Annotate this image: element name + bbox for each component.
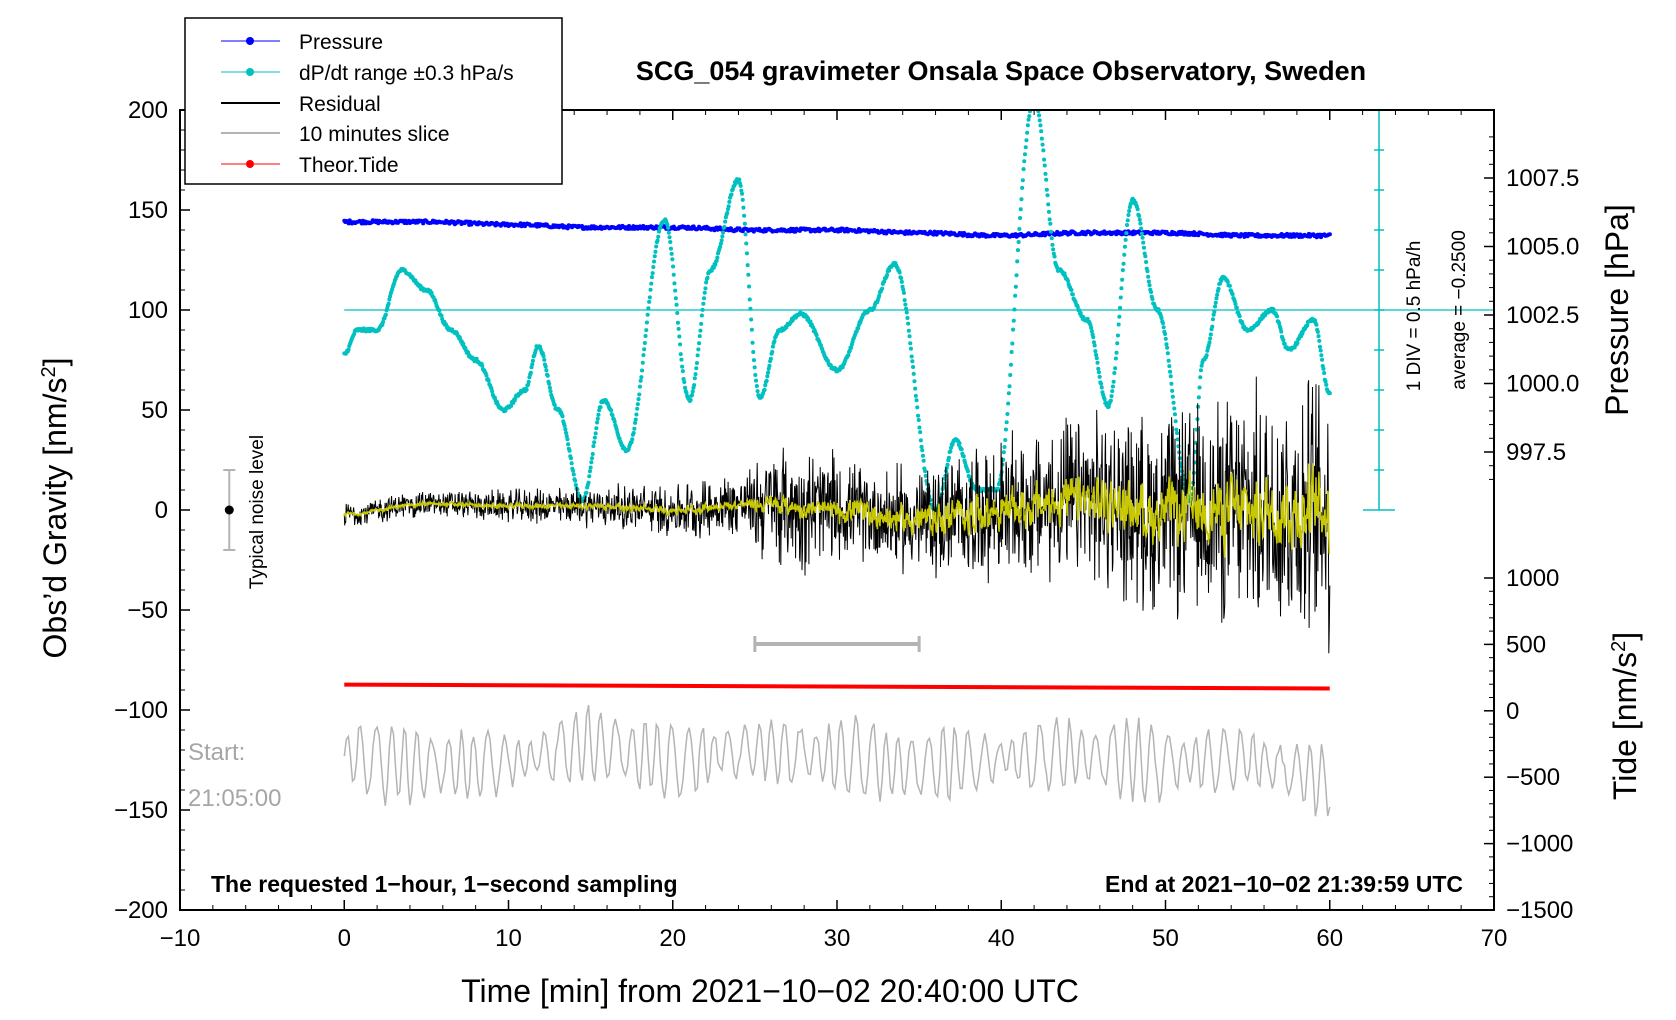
y-tick-label: 0 xyxy=(155,497,168,524)
legend-entry-residual: Residual xyxy=(221,93,381,116)
x-tick-label: −10 xyxy=(160,925,201,952)
y-tick-label: 200 xyxy=(128,97,168,124)
pressure-axis-ticks: 1007.5 1005.0 1002.5 1000.0 997.5 xyxy=(1484,136,1579,480)
legend-label-tide: Theor.Tide xyxy=(299,154,399,177)
pressure-tick-label: 1007.5 xyxy=(1506,165,1579,192)
tide-tick-label: 500 xyxy=(1506,631,1546,658)
annotation-marks-layer xyxy=(223,469,921,652)
y-axis-title-tide: Tide [nm/s2] xyxy=(1607,632,1643,800)
legend-label-dpdt: dP/dt range ±0.3 hPa/s xyxy=(299,62,514,85)
tide-tick-label: −500 xyxy=(1506,764,1560,791)
ten-minute-slice-layer xyxy=(343,704,1331,817)
x-tick-label: 10 xyxy=(495,925,522,952)
theoretical-tide-layer xyxy=(344,682,1330,691)
series-residual xyxy=(343,376,1331,654)
x-tick-label: 50 xyxy=(1152,925,1179,952)
series-residual-smoothed xyxy=(343,463,1331,558)
legend-label-slice: 10 minutes slice xyxy=(299,123,450,146)
pressure-tick-label: 1005.0 xyxy=(1506,234,1579,261)
legend-box xyxy=(184,17,563,185)
tide-tick-label: 1000 xyxy=(1506,565,1559,592)
pressure-tick-label: 1002.5 xyxy=(1506,302,1579,329)
residual-layer xyxy=(343,376,1331,654)
dpdt-division-label: 1 DIV = 0.5 hPa/h xyxy=(1404,241,1425,392)
dpdt-average-label: average = −0.2500 xyxy=(1449,230,1470,390)
y-axis-title-gravity: Obs’d Gravity [nm/s2] xyxy=(37,358,73,659)
chart-title: SCG_054 gravimeter Onsala Space Observat… xyxy=(636,56,1366,86)
x-tick-label: 60 xyxy=(1316,925,1343,952)
y-tick-label: −50 xyxy=(127,597,168,624)
dpdt-average-line-layer xyxy=(344,109,1494,511)
y-tick-label: 50 xyxy=(141,397,168,424)
pressure-layer xyxy=(342,218,1332,240)
y-tick-label: −200 xyxy=(114,897,168,924)
x-tick-label: 0 xyxy=(338,925,351,952)
tide-tick-label: −1000 xyxy=(1506,831,1573,858)
legend-marker-pressure xyxy=(246,37,254,45)
x-axis-ticks: −10 0 10 20 30 40 50 60 70 xyxy=(160,110,1508,952)
pressure-tick-label: 997.5 xyxy=(1506,439,1566,466)
y-tick-label: 150 xyxy=(128,197,168,224)
x-tick-label: 20 xyxy=(659,925,686,952)
x-axis-title: Time [min] from 2021−10−02 20:40:00 UTC xyxy=(461,973,1079,1009)
legend-label-pressure: Pressure xyxy=(299,31,383,54)
x-tick-label: 40 xyxy=(988,925,1015,952)
noise-level-label: Typical noise level xyxy=(247,435,268,589)
tide-axis-ticks: 1000 500 0 −500 −1000 −1500 xyxy=(1484,565,1573,924)
series-theoretical-tide xyxy=(344,682,1330,691)
pressure-tick-label: 1000.0 xyxy=(1506,371,1579,398)
x-tick-label: 30 xyxy=(824,925,851,952)
tide-tick-label: 0 xyxy=(1506,698,1519,725)
y-axis-ticks: 200 150 100 50 0 −50 −100 −150 −200 xyxy=(114,97,190,924)
legend-entry-dpdt: dP/dt range ±0.3 hPa/s xyxy=(221,62,514,85)
x-tick-label: 70 xyxy=(1481,925,1508,952)
series-pressure xyxy=(342,218,1332,240)
legend: Pressure dP/dt range ±0.3 hPa/s Residual… xyxy=(184,17,563,185)
y-tick-label: −150 xyxy=(114,797,168,824)
start-label: Start: xyxy=(188,739,245,766)
series-ten-minute-slice xyxy=(343,704,1331,817)
legend-marker-dpdt xyxy=(246,68,254,76)
legend-entry-tide: Theor.Tide xyxy=(221,154,399,177)
legend-marker-tide xyxy=(246,160,254,168)
legend-entry-slice: 10 minutes slice xyxy=(221,123,450,146)
tide-tick-label: −1500 xyxy=(1506,897,1573,924)
legend-entry-pressure: Pressure xyxy=(221,31,383,54)
legend-label-residual: Residual xyxy=(299,93,381,116)
start-time-label: 21:05:00 xyxy=(188,785,281,812)
noise-bar-center xyxy=(224,505,234,515)
bottom-left-note: The requested 1−hour, 1−second sampling xyxy=(211,871,678,897)
y-axis-title-pressure: Pressure [hPa] xyxy=(1599,204,1635,416)
bottom-right-note: End at 2021−10−02 21:39:59 UTC xyxy=(1105,871,1463,897)
y-tick-label: −100 xyxy=(114,697,168,724)
y-tick-label: 100 xyxy=(128,297,168,324)
